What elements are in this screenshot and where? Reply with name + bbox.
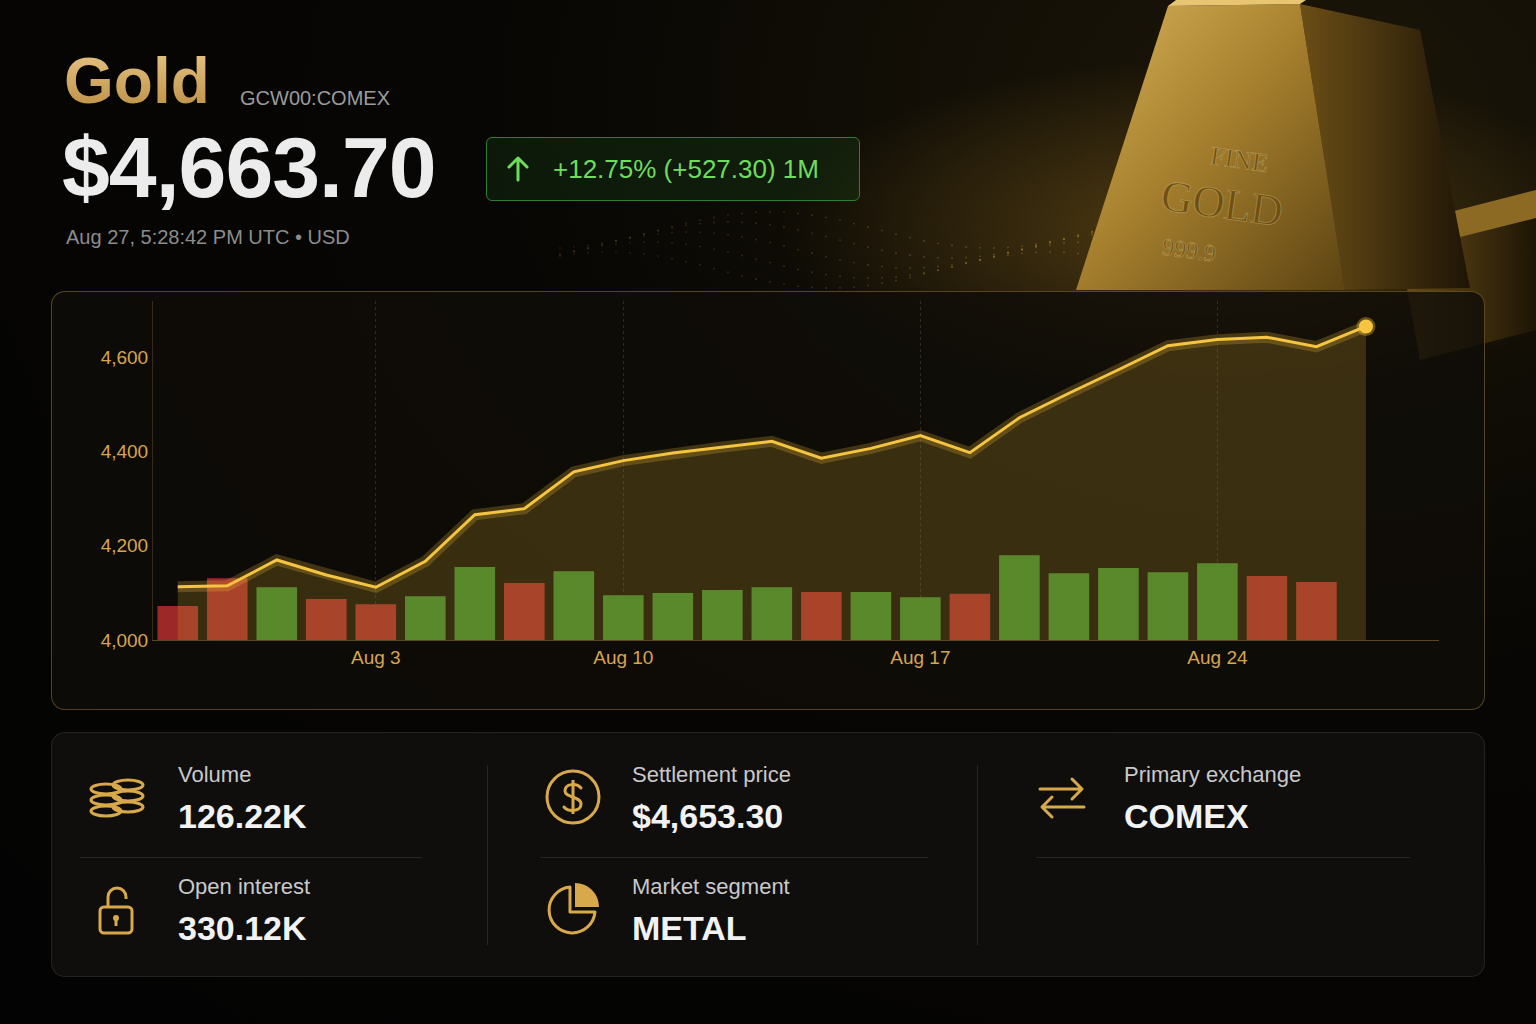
html-text:GCW00:COMEX: GCW00:COMEX bbox=[240, 87, 390, 109]
html-text:Market segment: Market segment bbox=[632, 874, 790, 899]
html-text:COMEX: COMEX bbox=[1124, 797, 1249, 835]
html-text:Aug 27, 5:28:42 PM UTC • USD: Aug 27, 5:28:42 PM UTC • USD bbox=[66, 226, 350, 248]
html-text:+12.75% (+527.30) 1M: +12.75% (+527.30) 1M bbox=[553, 153, 819, 184]
svg-text:4,000: 4,000 bbox=[101, 630, 149, 651]
svg-text:GOLD: GOLD bbox=[1158, 171, 1286, 237]
svg-text:4,200: 4,200 bbox=[101, 535, 149, 556]
svg-text:4,600: 4,600 bbox=[101, 347, 149, 368]
html-text:126.22K: 126.22K bbox=[178, 797, 307, 835]
svg-text:FINE: FINE bbox=[1209, 141, 1270, 178]
svg-text:Aug 10: Aug 10 bbox=[593, 647, 653, 668]
html-text:$4,653.30: $4,653.30 bbox=[632, 797, 784, 835]
html-text:$4,663.70: $4,663.70 bbox=[62, 119, 436, 215]
html-text:METAL: METAL bbox=[632, 909, 747, 947]
svg-text:999.9: 999.9 bbox=[1161, 233, 1218, 266]
html-text:Primary exchange: Primary exchange bbox=[1124, 762, 1302, 787]
svg-text:Aug 3: Aug 3 bbox=[351, 647, 401, 668]
html-text:Volume: Volume bbox=[178, 762, 252, 787]
svg-text:Aug 17: Aug 17 bbox=[890, 647, 950, 668]
html-text:330.12K: 330.12K bbox=[178, 909, 307, 947]
html-text:Settlement price: Settlement price bbox=[632, 762, 791, 787]
svg-text:4,400: 4,400 bbox=[101, 441, 149, 462]
html-text:Gold: Gold bbox=[64, 45, 210, 117]
svg-text:Aug 24: Aug 24 bbox=[1187, 647, 1248, 668]
html-text:Open interest: Open interest bbox=[178, 874, 311, 899]
